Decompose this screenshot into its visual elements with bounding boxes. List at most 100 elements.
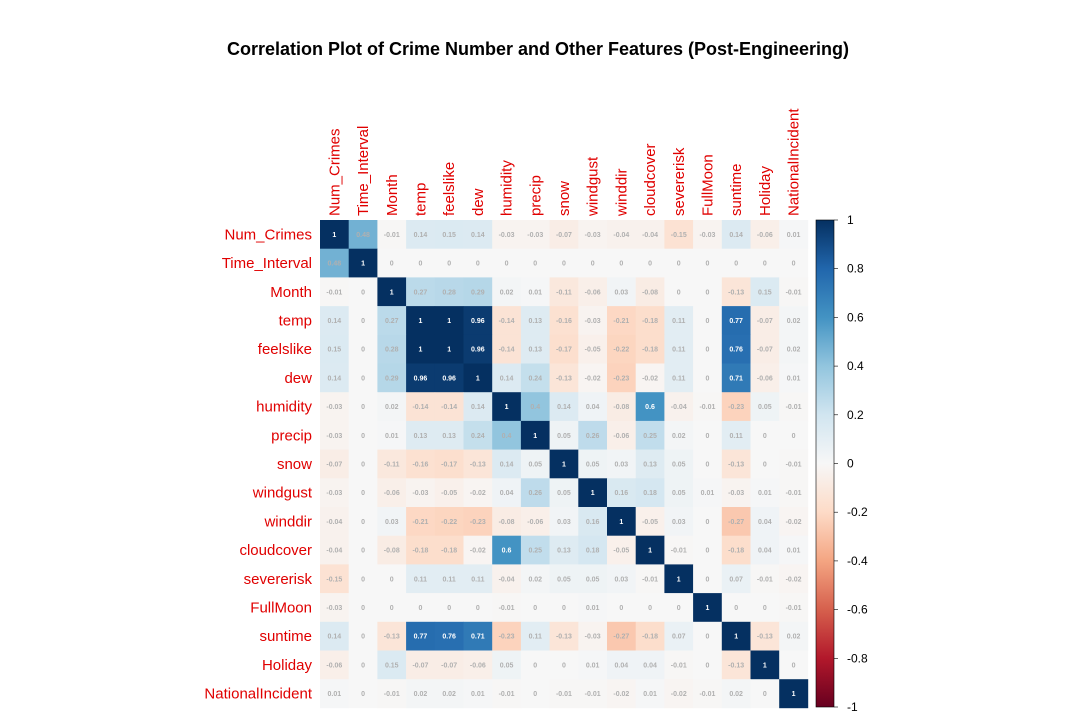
cell-cloudcover-suntime — [721, 535, 751, 565]
cell-Month-NationalIncident — [779, 277, 809, 307]
cell-severerisk-cloudcover — [635, 564, 665, 594]
cell-Num_Crimes-cloudcover — [635, 220, 665, 249]
cell-windgust-windgust — [578, 478, 608, 508]
cell-value-label: 0.11 — [672, 375, 685, 382]
cell-FullMoon-severerisk — [664, 593, 694, 623]
cell-value-label: 1 — [447, 318, 451, 325]
column-label-Num_Crimes: Num_Crimes — [326, 128, 343, 216]
cell-value-label: 0 — [792, 662, 796, 669]
cell-value-label: 1 — [619, 519, 623, 526]
cell-Month-cloudcover — [635, 277, 665, 307]
cell-severerisk-precip — [520, 564, 550, 594]
cell-snow-Num_Crimes — [320, 449, 349, 479]
cell-value-label: 0.48 — [328, 261, 342, 268]
cell-temp-winddir — [607, 306, 636, 336]
cell-Month-Time_Interval — [348, 277, 378, 307]
cell-severerisk-severerisk — [664, 564, 694, 594]
cell-winddir-severerisk — [664, 507, 694, 536]
cell-snow-cloudcover — [635, 449, 665, 479]
cell-value-label: 0.25 — [528, 548, 542, 555]
cell-feelslike-Num_Crimes — [320, 334, 349, 364]
cell-humidity-humidity — [492, 392, 522, 422]
cell-value-label: -0.06 — [585, 289, 601, 296]
column-label-snow: snow — [556, 181, 573, 216]
cell-cloudcover-severerisk — [664, 535, 694, 565]
cell-FullMoon-NationalIncident — [779, 593, 809, 623]
cell-value-label: -0.18 — [412, 548, 428, 555]
cell-Holiday-dew — [463, 650, 493, 680]
cell-value-label: -0.02 — [786, 519, 802, 526]
cell-windgust-humidity — [492, 478, 522, 508]
cell-value-label: 0.18 — [586, 548, 600, 555]
cell-temp-Num_Crimes — [320, 306, 349, 336]
cell-value-label: 0.15 — [328, 347, 342, 354]
cell-value-label: 0 — [763, 691, 767, 698]
cell-NationalIncident-winddir — [607, 679, 636, 709]
cell-suntime-FullMoon — [693, 621, 723, 651]
cell-value-label: -0.08 — [613, 404, 629, 411]
cell-value-label: 0 — [705, 634, 709, 641]
cell-value-label: 0.01 — [328, 691, 342, 698]
cell-value-label: 0.28 — [442, 289, 456, 296]
cell-value-label: -0.01 — [642, 576, 658, 583]
cell-value-label: 1 — [533, 433, 537, 440]
cell-severerisk-Num_Crimes — [320, 564, 349, 594]
cell-Time_Interval-suntime — [721, 248, 751, 278]
cell-precip-Holiday — [750, 420, 780, 450]
cell-feelslike-winddir — [607, 334, 636, 364]
cell-value-label: 0 — [705, 261, 709, 268]
row-label-suntime: suntime — [259, 628, 312, 645]
cell-snow-dew — [463, 449, 493, 479]
cell-value-label: -0.06 — [384, 490, 400, 497]
cell-value-label: -0.08 — [384, 548, 400, 555]
cell-cloudcover-NationalIncident — [779, 535, 809, 565]
cell-snow-suntime — [721, 449, 751, 479]
cell-value-label: -0.14 — [441, 404, 457, 411]
cell-value-label: 0.04 — [758, 519, 772, 526]
cell-value-label: 0.96 — [471, 347, 485, 354]
cell-value-label: 0.71 — [729, 375, 743, 382]
column-labels: Num_Crimes Time_Interval Month temp feelslik… — [326, 108, 802, 217]
cell-FullMoon-temp — [406, 593, 436, 623]
cell-dew-winddir — [607, 363, 636, 393]
cell-cloudcover-temp — [406, 535, 436, 565]
cell-value-label: 0.02 — [729, 691, 743, 698]
cell-value-label: 0.14 — [500, 461, 514, 468]
cell-Month-Num_Crimes — [320, 277, 349, 307]
cell-Holiday-Time_Interval — [348, 650, 378, 680]
cell-precip-feelslike — [434, 420, 464, 450]
cell-Num_Crimes-dew — [463, 220, 493, 249]
cell-precip-humidity — [492, 420, 522, 450]
cell-feelslike-NationalIncident — [779, 334, 809, 364]
cell-snow-Time_Interval — [348, 449, 378, 479]
cell-temp-severerisk — [664, 306, 694, 336]
cell-value-label: 0.04 — [586, 404, 600, 411]
cell-value-label: 0.26 — [528, 490, 542, 497]
cell-winddir-snow — [549, 507, 579, 536]
cell-value-label: 0.05 — [672, 461, 686, 468]
cell-value-label: -0.01 — [384, 691, 400, 698]
cell-temp-snow — [549, 306, 579, 336]
cell-Holiday-windgust — [578, 650, 608, 680]
cell-severerisk-feelslike — [434, 564, 464, 594]
cell-humidity-cloudcover — [635, 392, 665, 422]
cell-value-label: 0 — [705, 433, 709, 440]
cell-winddir-FullMoon — [693, 507, 723, 536]
cell-value-label: 0.03 — [615, 461, 629, 468]
cell-value-label: 0 — [361, 433, 365, 440]
row-label-FullMoon: FullMoon — [250, 599, 312, 616]
column-label-Time_Interval: Time_Interval — [355, 126, 372, 216]
cell-cloudcover-Month — [377, 535, 407, 565]
cell-value-label: 0 — [390, 576, 394, 583]
cell-dew-Time_Interval — [348, 363, 378, 393]
cell-severerisk-winddir — [607, 564, 636, 594]
cell-value-label: -0.11 — [384, 461, 400, 468]
cell-value-label: 0.01 — [787, 375, 801, 382]
cell-value-label: -0.06 — [757, 232, 773, 239]
cell-winddir-Time_Interval — [348, 507, 378, 536]
colorbar-tick-label: 0.6 — [847, 310, 864, 324]
cell-humidity-FullMoon — [693, 392, 723, 422]
cell-value-label: -0.01 — [786, 490, 802, 497]
cell-value-label: 0.14 — [328, 634, 342, 641]
